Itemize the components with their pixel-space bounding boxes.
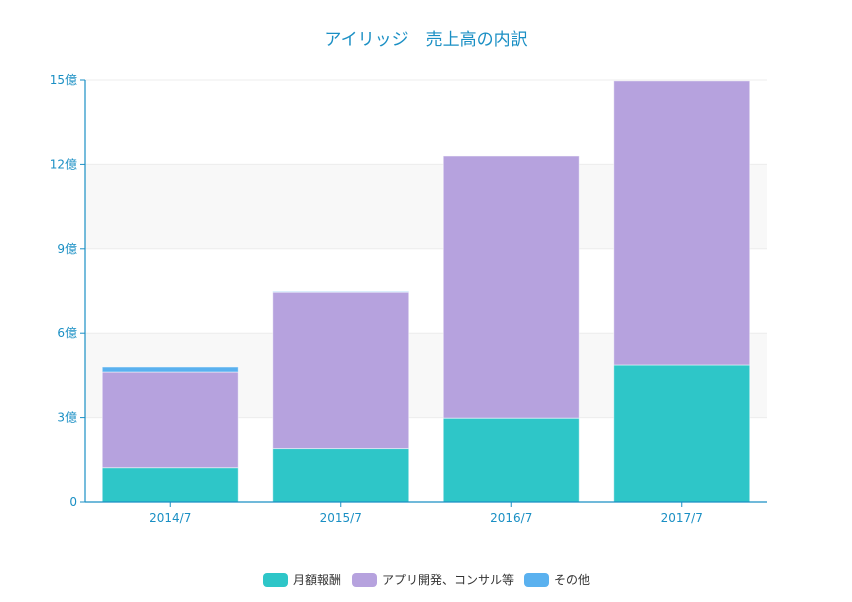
- legend-label: 月額報酬: [293, 573, 341, 587]
- legend-item[interactable]: その他: [524, 573, 590, 587]
- bar-1-series-1: [272, 291, 410, 450]
- bar-1-series-2: [272, 291, 410, 293]
- chart-title: アイリッジ 売上高の内訳: [324, 30, 527, 50]
- bar-0-series-1: [101, 371, 239, 469]
- bar-3-series-1: [613, 80, 751, 366]
- legend-item[interactable]: アプリ開発、コンサル等: [352, 573, 514, 587]
- legend-label: その他: [554, 573, 590, 587]
- y-tick-label: 0: [69, 495, 77, 509]
- x-tick-label: 2014/7: [149, 511, 191, 525]
- legend-swatch: [263, 573, 288, 587]
- bar-3-series-0: [613, 364, 751, 503]
- bar-2-series-1: [442, 155, 580, 419]
- x-tick-label: 2015/7: [320, 511, 362, 525]
- bar-1-series-0: [272, 448, 410, 503]
- y-tick-label: 3億: [57, 411, 77, 425]
- y-tick-label: 15億: [50, 73, 77, 87]
- legend-item[interactable]: 月額報酬: [263, 573, 341, 587]
- legend-label: アプリ開発、コンサル等: [382, 573, 514, 587]
- bar-0-series-0: [101, 467, 239, 503]
- legend-swatch: [352, 573, 377, 587]
- x-tick-label: 2017/7: [661, 511, 703, 525]
- x-tick-label: 2016/7: [490, 511, 532, 525]
- bar-0-series-2: [101, 366, 239, 373]
- y-tick-label: 6億: [57, 326, 77, 340]
- y-tick-label: 12億: [50, 157, 77, 171]
- y-tick-label: 9億: [57, 242, 77, 256]
- bar-2-series-0: [442, 417, 580, 503]
- legend-swatch: [524, 573, 549, 587]
